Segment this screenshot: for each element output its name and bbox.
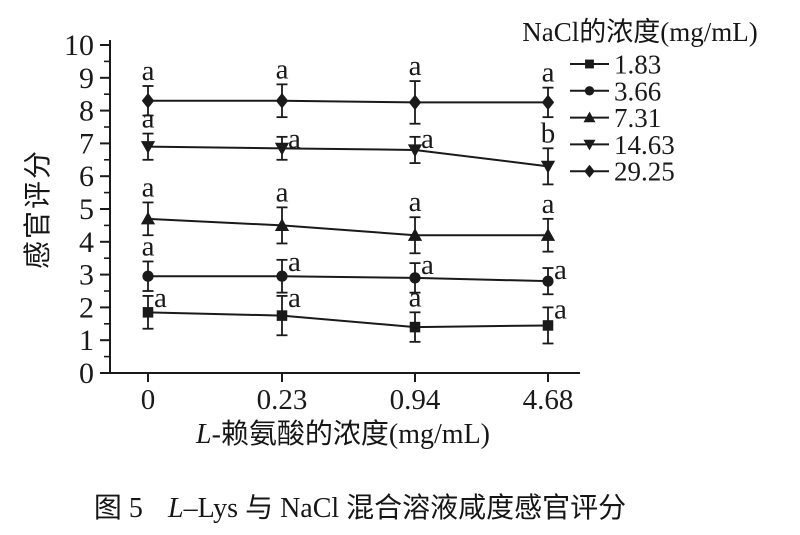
x-axis-label-rest: -赖氨酸的浓度(mg/mL): [211, 419, 490, 450]
marker-triangle-down: [583, 139, 596, 151]
series-line: [148, 99, 548, 104]
marker-triangle-up: [274, 218, 290, 231]
marker-square: [542, 320, 554, 331]
marker-triangle-up: [540, 228, 556, 241]
sig-letter: a: [276, 53, 289, 85]
sig-letter: a: [142, 103, 155, 135]
legend-item-1.83: 1.83: [570, 50, 661, 80]
legend-label: 3.66: [614, 76, 661, 106]
y-tick-label: 7: [79, 127, 94, 160]
marker-circle: [276, 270, 288, 282]
y-tick-label: 2: [79, 291, 94, 324]
legend-label: 7.31: [614, 103, 661, 133]
figure-caption: 图 5 L–Lys 与 NaCl 混合溶液咸度感官评分: [60, 486, 660, 526]
sig-letter: a: [554, 293, 567, 325]
x-tick-label: 0: [141, 384, 156, 416]
x-tick-label: 4.68: [523, 384, 574, 416]
sig-letter: a: [554, 254, 567, 286]
marker-diamond: [275, 93, 289, 109]
series-line: [147, 311, 549, 329]
sig-letter: a: [542, 188, 555, 220]
axis-lines: [109, 40, 580, 374]
caption-number: 图 5: [93, 493, 143, 524]
y-axis-label: 感官评分: [23, 149, 54, 270]
marker-triangle-up: [583, 111, 596, 123]
sig-letter: a: [421, 123, 434, 155]
x-tick-label: 0.23: [257, 384, 308, 416]
sig-letter: a: [154, 282, 167, 314]
marker-square: [409, 321, 421, 333]
axes: [109, 40, 580, 374]
legend-label: 29.25: [614, 157, 675, 187]
sig-letter: a: [288, 123, 301, 155]
x-axis-label: L-赖氨酸的浓度(mg/mL): [143, 412, 543, 452]
y-tick-label: 6: [79, 160, 94, 193]
sig-letter: a: [288, 282, 301, 314]
sig-letter: a: [288, 246, 301, 278]
y-tick-label: 10: [64, 29, 94, 62]
sig-letter: a: [276, 176, 289, 208]
series-line: [147, 217, 548, 237]
sig-letter: a: [409, 50, 422, 82]
legend-label: 14.63: [614, 130, 675, 160]
marker-circle: [542, 275, 554, 287]
series-14.63: aa a b: [140, 103, 556, 186]
legend-item-3.66: 3.66: [570, 76, 661, 106]
marker-square: [585, 59, 594, 69]
sig-letter: a: [409, 281, 422, 313]
marker-diamond: [408, 94, 422, 111]
caption-rest: –Lys 与 NaCl 混合溶液咸度感官评分: [183, 493, 627, 524]
y-tick-label: 3: [79, 259, 94, 292]
legend-title: NaCl的浓度(mg/mL): [522, 17, 758, 47]
series-line: [147, 145, 549, 168]
y-tick-label: 5: [79, 193, 94, 226]
marker-diamond: [584, 164, 595, 178]
sig-letter: a: [421, 249, 434, 281]
sig-letter: a: [142, 171, 155, 203]
sig-letter: a: [142, 230, 155, 262]
sig-letter: b: [541, 117, 556, 149]
y-tick-label: 8: [79, 95, 94, 128]
y-tick-label: 0: [79, 357, 94, 390]
y-tick-label: 4: [79, 226, 94, 259]
legend-item-14.63: 14.63: [570, 130, 675, 160]
marker-triangle-down: [407, 144, 423, 158]
marker-triangle-up: [140, 211, 156, 225]
sig-letter: a: [542, 57, 555, 89]
marker-diamond: [141, 93, 155, 109]
marker-circle: [142, 270, 154, 282]
marker-triangle-up: [407, 228, 423, 241]
marker-triangle-down: [274, 142, 290, 156]
x-axis: 0 0.23 0.94 4.68: [141, 373, 574, 416]
marker-diamond: [541, 94, 555, 111]
marker-circle: [584, 86, 595, 96]
marker-square: [276, 310, 288, 321]
y-tick-label: 9: [79, 62, 94, 95]
marker-square: [142, 307, 154, 318]
legend-label: 1.83: [614, 50, 661, 80]
marker-circle: [409, 272, 421, 284]
marker-triangle-down: [540, 160, 556, 174]
series-line: [148, 275, 549, 283]
caption-italic: L: [168, 493, 184, 524]
legend-item-7.31: 7.31: [570, 103, 661, 133]
legend-item-29.25: 29.25: [570, 157, 675, 187]
y-tick-label: 1: [79, 324, 94, 357]
x-axis-label-italic: L: [196, 419, 212, 450]
marker-triangle-down: [140, 141, 156, 154]
sig-letter: a: [409, 186, 422, 218]
x-tick-label: 0.94: [390, 384, 441, 416]
sig-letter: a: [142, 55, 155, 87]
